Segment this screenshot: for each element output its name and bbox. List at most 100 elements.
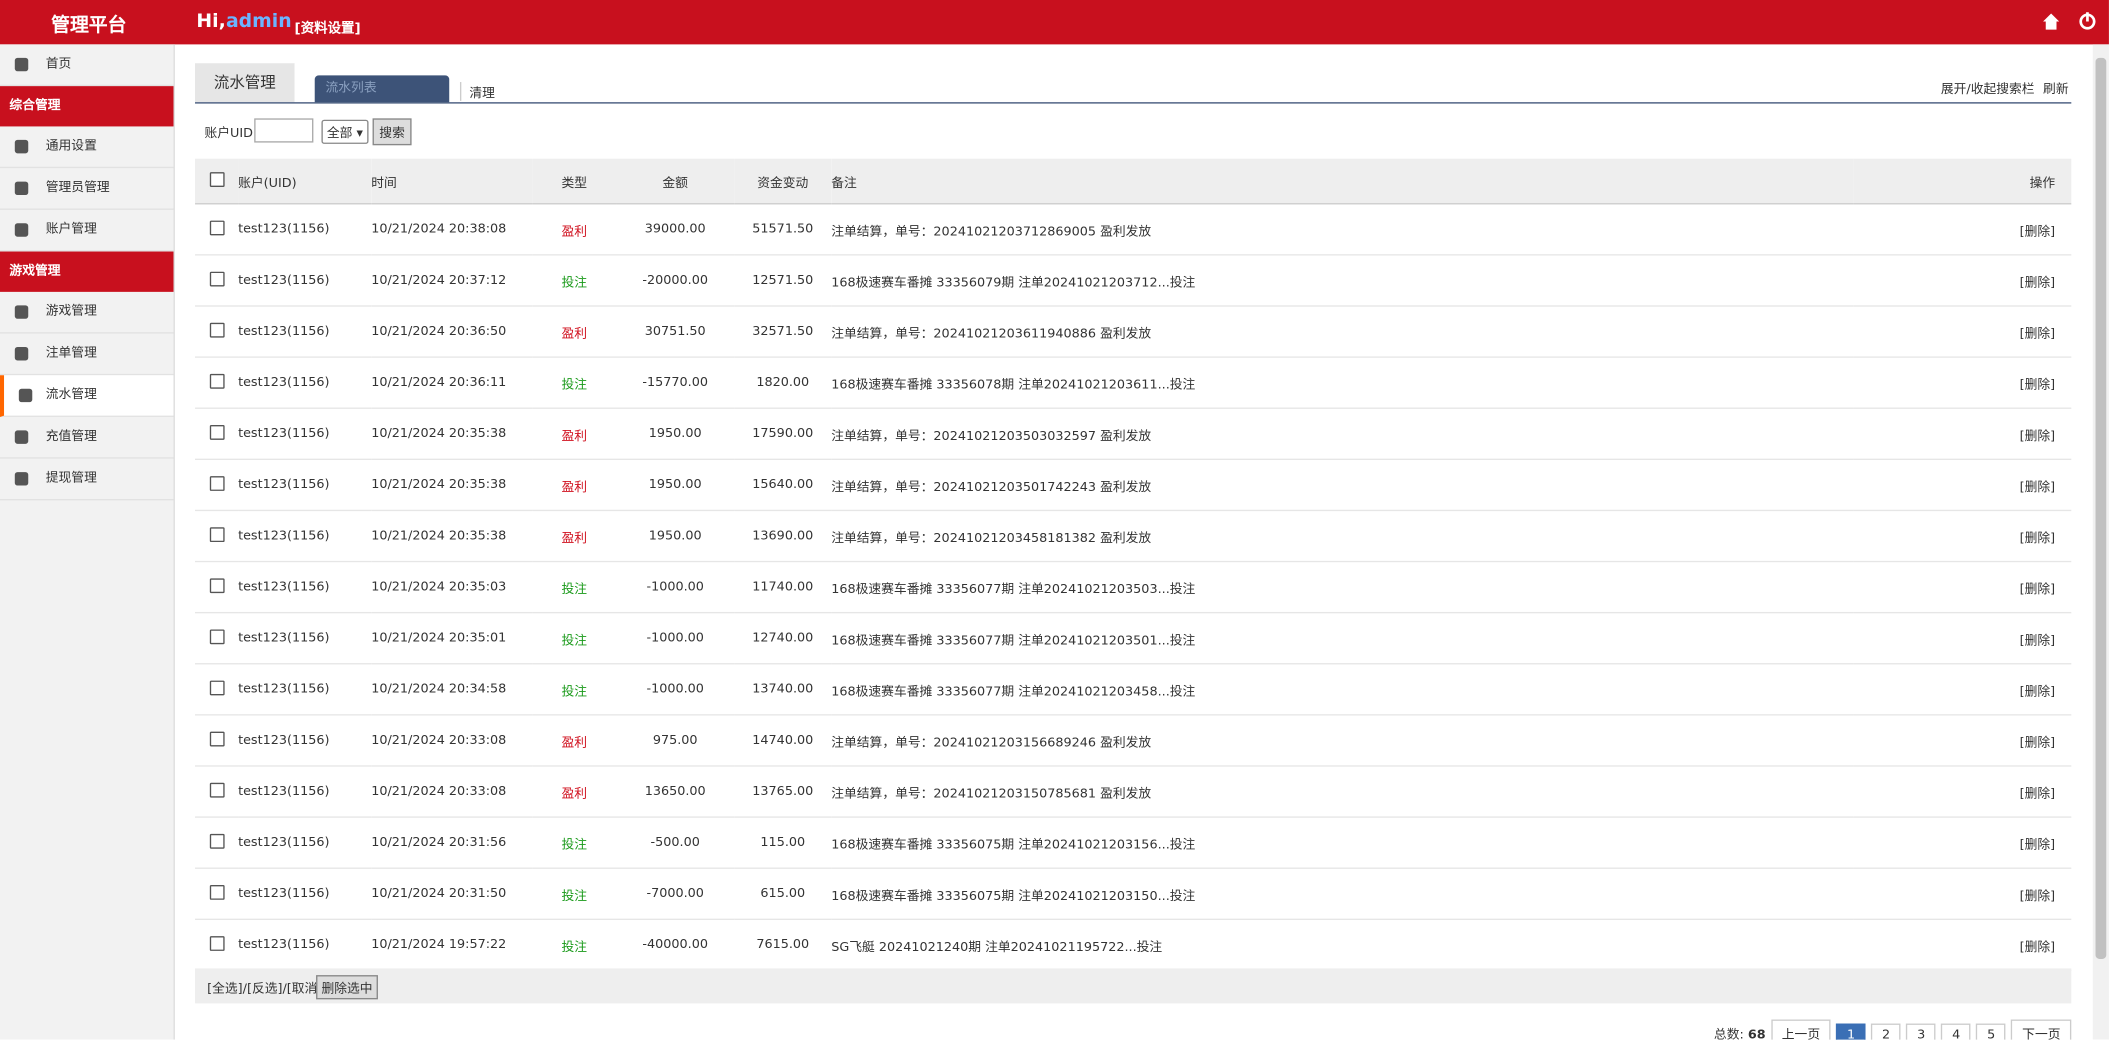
- select-text: 全部: [326, 126, 353, 142]
- delete-link[interactable]: [删除]: [1853, 817, 2072, 869]
- delete-link[interactable]: [删除]: [1853, 765, 2072, 818]
- checkbox[interactable]: [209, 782, 224, 797]
- total-label: 总数:: [1713, 1027, 1744, 1040]
- delete-link[interactable]: [删除]: [1853, 459, 2072, 512]
- cell: 12740.00: [734, 612, 832, 665]
- table-row: test123(1156) 10/21/2024 20:35:01 投注 -1000.…: [195, 612, 2072, 665]
- menu-label: 注单管理: [45, 345, 97, 361]
- cell: 168极速赛车番摊 33356077期 注单20241021203458...投…: [831, 663, 1854, 716]
- tab-sub[interactable]: 流水列表: [314, 75, 450, 103]
- delete-link[interactable]: [删除]: [1853, 868, 2072, 920]
- delete-link[interactable]: [删除]: [1853, 203, 2072, 256]
- checkbox[interactable]: [209, 731, 224, 746]
- checkbox-cell: [195, 817, 239, 869]
- user[interactable]: admin: [225, 10, 292, 33]
- delete-link[interactable]: [删除]: [1853, 919, 2072, 972]
- cell: -1000.00: [616, 561, 735, 614]
- table-row: test123(1156) 10/21/2024 20:31:50 投注 -7000.…: [195, 868, 2072, 920]
- checkbox[interactable]: [209, 628, 224, 644]
- profile-link[interactable]: [资料设置]: [294, 21, 361, 37]
- checkbox[interactable]: [209, 577, 224, 593]
- table: 账户(UID) 时间 类型 金额 资金变动 备注 操作 test123(1156) 10/21/…: [195, 158, 2072, 972]
- cell: 615.00: [734, 868, 832, 920]
- scroll-thumb[interactable]: [2095, 57, 2107, 959]
- next[interactable]: 下一页: [2011, 1019, 2072, 1040]
- cell: 注单结算，单号：20241021203712869005 盈利发放: [831, 203, 1854, 256]
- cell: 11740.00: [734, 561, 832, 614]
- delete-link[interactable]: [删除]: [1853, 408, 2072, 460]
- delete-link[interactable]: [删除]: [1853, 254, 2072, 307]
- search-select[interactable]: 全部 ▾: [321, 119, 369, 144]
- menu-item[interactable]: 充值管理: [0, 417, 174, 459]
- table-row: test123(1156) 10/21/2024 20:36:11 投注 -15770…: [195, 357, 2072, 409]
- checkbox-cell: [195, 561, 239, 614]
- search-button[interactable]: 搜索: [372, 118, 412, 146]
- menu-icon: [14, 181, 29, 196]
- cell: 10/21/2024 20:33:08: [371, 765, 533, 818]
- delete-link[interactable]: [删除]: [1853, 305, 2072, 358]
- page[interactable]: 4: [1941, 1023, 1972, 1040]
- cell: 盈利: [532, 408, 617, 460]
- checkbox[interactable]: [209, 219, 224, 235]
- checkbox[interactable]: [209, 935, 224, 951]
- checkbox[interactable]: [209, 373, 224, 389]
- greeting: Hi,: [196, 10, 226, 33]
- cell: 7615.00: [734, 919, 832, 972]
- cell: 975.00: [616, 714, 735, 767]
- checkbox-cell: [195, 203, 239, 256]
- menu-item[interactable]: 管理员管理: [0, 168, 174, 210]
- checkbox[interactable]: [209, 475, 224, 491]
- delete-link[interactable]: [删除]: [1853, 714, 2072, 767]
- checkbox[interactable]: [209, 322, 224, 337]
- menu-item[interactable]: 游戏管理: [0, 292, 174, 334]
- checkbox[interactable]: [209, 884, 224, 900]
- toggle-search[interactable]: 展开/收起搜索栏: [1940, 82, 2035, 97]
- checkbox[interactable]: [209, 833, 224, 849]
- page[interactable]: 3: [1906, 1023, 1936, 1040]
- search-input[interactable]: [254, 118, 314, 143]
- page[interactable]: 2: [1871, 1023, 1901, 1040]
- select-actions[interactable]: [全选]/[反选]/[取消]: [207, 981, 323, 997]
- page[interactable]: 5: [1976, 1023, 2007, 1040]
- delete-link[interactable]: [删除]: [1853, 561, 2072, 614]
- refresh[interactable]: 刷新: [2043, 82, 2069, 97]
- tab-main[interactable]: 流水管理: [195, 63, 295, 103]
- checkbox[interactable]: [209, 171, 224, 187]
- tab-clear[interactable]: 清理: [459, 82, 495, 101]
- prev[interactable]: 上一页: [1771, 1019, 1831, 1040]
- cell: 13690.00: [734, 510, 832, 563]
- delete-link[interactable]: [删除]: [1853, 663, 2072, 716]
- cell: 10/21/2024 20:36:50: [371, 305, 533, 358]
- cell: SG飞艇 20241021240期 注单20241021195722...投注: [831, 919, 1854, 972]
- delete-link[interactable]: [删除]: [1853, 357, 2072, 409]
- delete-link[interactable]: [删除]: [1853, 612, 2072, 665]
- menu-icon: [14, 472, 29, 486]
- cell: 10/21/2024 20:35:03: [371, 561, 533, 614]
- page[interactable]: 1: [1836, 1023, 1866, 1040]
- cell: 10/21/2024 20:35:01: [371, 612, 533, 665]
- menu-label: 流水管理: [45, 387, 97, 403]
- menu-section: 游戏管理: [0, 251, 174, 292]
- checkbox[interactable]: [209, 526, 224, 542]
- header-icons[interactable]: [2042, 12, 2098, 31]
- delete-selected[interactable]: 删除选中: [316, 975, 378, 1000]
- menu-item[interactable]: 提现管理: [0, 459, 174, 501]
- cell: 10/21/2024 20:35:38: [371, 510, 533, 563]
- checkbox[interactable]: [209, 271, 224, 286]
- menu-item[interactable]: 通用设置: [0, 126, 174, 169]
- delete-link[interactable]: [删除]: [1853, 510, 2072, 563]
- column-header: 时间: [371, 158, 533, 205]
- menu-item[interactable]: 流水管理: [0, 375, 174, 417]
- header-row: 账户(UID) 时间 类型 金额 资金变动 备注 操作: [195, 158, 2072, 205]
- checkbox-cell: [195, 919, 239, 972]
- menu-label: 首页: [45, 56, 72, 72]
- checkbox[interactable]: [209, 679, 224, 695]
- menu-label: 充值管理: [45, 429, 97, 444]
- menu-item[interactable]: 首页: [0, 44, 174, 87]
- cell: test123(1156): [238, 663, 372, 716]
- cell: 14740.00: [734, 714, 832, 767]
- menu-item[interactable]: 注单管理: [0, 334, 174, 376]
- checkbox-cell: [195, 868, 239, 920]
- checkbox[interactable]: [209, 424, 224, 440]
- menu-item[interactable]: 账户管理: [0, 210, 174, 252]
